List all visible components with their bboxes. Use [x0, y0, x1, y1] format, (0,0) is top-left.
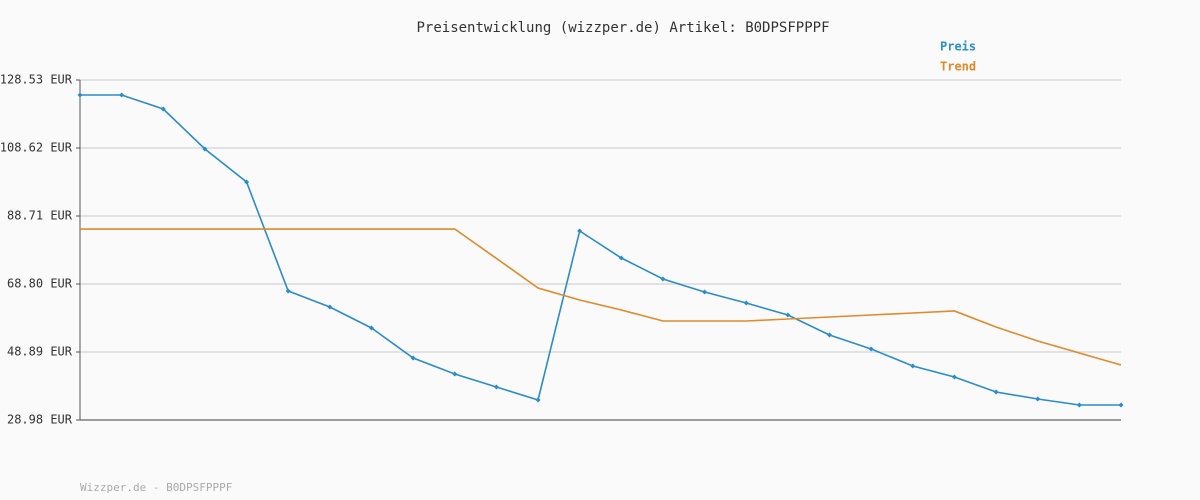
series-line [80, 228, 1122, 366]
y-tick-label: 108.62 EUR [0, 141, 73, 155]
point-marker [660, 276, 666, 282]
point-marker [285, 288, 291, 294]
point-marker [493, 384, 499, 390]
point-marker [244, 179, 250, 185]
point-marker [951, 374, 957, 380]
point-marker [827, 332, 833, 338]
point-marker [868, 346, 874, 352]
point-marker [993, 389, 999, 395]
point-marker [160, 106, 166, 112]
point-marker [327, 304, 333, 310]
legend-label: Trend [940, 60, 976, 74]
point-marker [77, 92, 83, 98]
y-tick-label: 28.98 EUR [7, 413, 73, 427]
point-marker [202, 146, 208, 152]
point-marker [702, 289, 708, 295]
chart-title: Preisentwicklung (wizzper.de) Artikel: B… [416, 20, 829, 36]
point-marker [1076, 402, 1082, 408]
point-marker [410, 355, 416, 361]
legend-label: Preis [940, 40, 976, 54]
footer: Wizzper.de - B0DPSFPPPF [80, 481, 232, 494]
y-tick-label: 68.80 EUR [7, 277, 73, 291]
point-marker [743, 300, 749, 306]
point-marker [577, 228, 583, 234]
point-marker [1118, 402, 1124, 408]
point-marker [452, 371, 458, 377]
point-marker [1035, 396, 1041, 402]
point-marker [368, 325, 374, 331]
point-marker [785, 312, 791, 318]
point-marker [910, 363, 916, 369]
series-line [80, 94, 1121, 406]
y-tick-label: 48.89 EUR [7, 345, 73, 359]
y-tick-label: 88.71 EUR [7, 209, 73, 223]
point-marker [119, 92, 125, 98]
point-marker [618, 255, 624, 261]
y-tick-label: 128.53 EUR [0, 73, 73, 87]
point-marker [535, 397, 541, 403]
